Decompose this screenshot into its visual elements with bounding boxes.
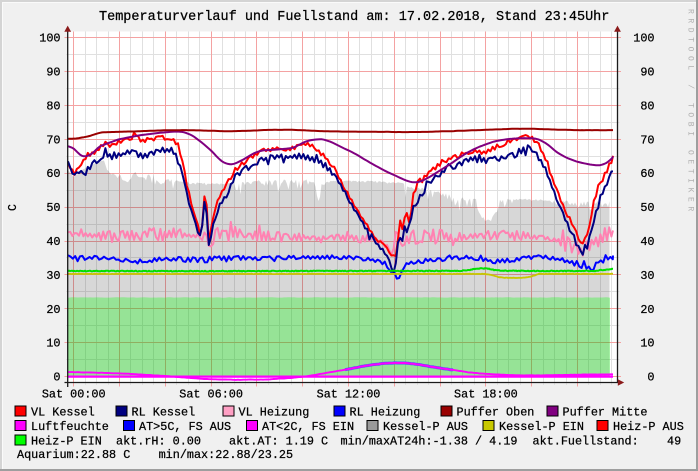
svg-text:100: 100 — [633, 32, 654, 46]
svg-text:C: C — [7, 204, 20, 211]
svg-text:50: 50 — [46, 201, 60, 215]
svg-text:Sat 18:00: Sat 18:00 — [454, 388, 518, 402]
svg-text:60: 60 — [640, 167, 654, 181]
svg-text:Heiz-P EIN: Heiz-P EIN — [31, 434, 102, 448]
svg-text:Luftfeuchte: Luftfeuchte — [31, 420, 109, 434]
svg-text:Sat 06:00: Sat 06:00 — [179, 388, 243, 402]
svg-text:RRDTOOL / TOBI OETIKER: RRDTOOL / TOBI OETIKER — [686, 9, 695, 216]
svg-text:100: 100 — [39, 32, 60, 46]
svg-text:30: 30 — [640, 269, 654, 283]
svg-text:Puffer Oben: Puffer Oben — [457, 405, 535, 419]
svg-text:Aquarium:22.88 C min/max:22: Aquarium:22.88 C min/max:22.88/23.25 — [17, 448, 293, 462]
svg-text:70: 70 — [46, 133, 60, 147]
svg-text:RL Heizung: RL Heizung — [350, 405, 421, 419]
svg-text:90: 90 — [46, 66, 60, 80]
svg-text:VL Kessel: VL Kessel — [31, 405, 95, 419]
svg-text:Sat 00:00: Sat 00:00 — [42, 388, 106, 402]
svg-text:20: 20 — [640, 303, 654, 317]
svg-text:80: 80 — [640, 99, 654, 113]
svg-text:Kessel-P AUS: Kessel-P AUS — [383, 420, 468, 434]
svg-text:AT<2C, FS EIN: AT<2C, FS EIN — [262, 420, 354, 434]
svg-text:40: 40 — [640, 235, 654, 249]
svg-text:Heiz-P AUS: Heiz-P AUS — [613, 420, 684, 434]
svg-text:Puffer Mitte: Puffer Mitte — [563, 405, 648, 419]
svg-text:30: 30 — [46, 269, 60, 283]
svg-text:akt.AT: 1.19 C: akt.AT: 1.19 C — [229, 434, 328, 448]
svg-text:akt.rH: 0.00: akt.rH: 0.00 — [116, 434, 201, 448]
svg-text:VL Heizung: VL Heizung — [239, 405, 310, 419]
svg-text:70: 70 — [640, 133, 654, 147]
svg-text:Temperaturverlauf und Fuellsta: Temperaturverlauf und Fuellstand am: 17.… — [99, 10, 609, 25]
svg-text:0: 0 — [647, 371, 654, 385]
svg-text:RL Kessel: RL Kessel — [132, 405, 196, 419]
svg-text:min/maxAT24h:-1.38 / 4.19: min/maxAT24h:-1.38 / 4.19 — [341, 434, 518, 448]
svg-text:akt.Fuellstand: 49: akt.Fuellstand: 49 — [533, 434, 682, 448]
svg-text:50: 50 — [640, 201, 654, 215]
svg-text:80: 80 — [46, 99, 60, 113]
svg-text:60: 60 — [46, 167, 60, 181]
svg-text:Sat 12:00: Sat 12:00 — [317, 388, 381, 402]
svg-text:10: 10 — [46, 337, 60, 351]
svg-text:10: 10 — [640, 337, 654, 351]
svg-text:40: 40 — [46, 235, 60, 249]
svg-text:20: 20 — [46, 303, 60, 317]
svg-text:0: 0 — [53, 371, 60, 385]
svg-text:90: 90 — [640, 66, 654, 80]
svg-text:Kessel-P EIN: Kessel-P EIN — [499, 420, 584, 434]
svg-text:AT>5C, FS AUS: AT>5C, FS AUS — [139, 420, 231, 434]
